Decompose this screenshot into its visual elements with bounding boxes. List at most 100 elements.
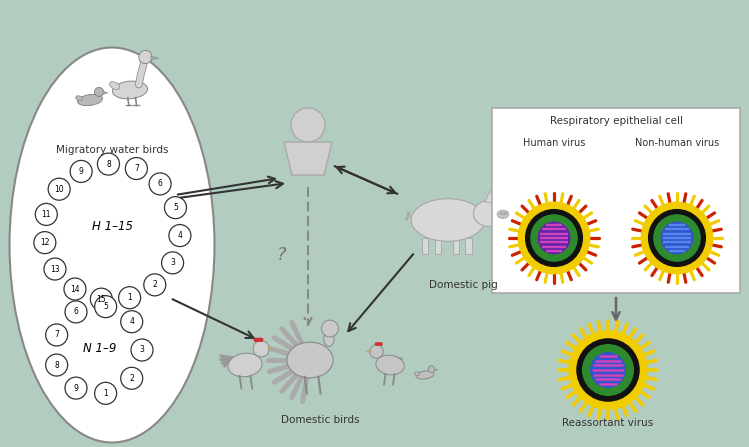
Text: Reassortant virus: Reassortant virus bbox=[562, 418, 654, 428]
Text: 4: 4 bbox=[130, 317, 134, 326]
Circle shape bbox=[569, 331, 647, 409]
Polygon shape bbox=[151, 56, 159, 60]
Circle shape bbox=[65, 377, 87, 399]
Polygon shape bbox=[434, 368, 438, 371]
Ellipse shape bbox=[497, 210, 509, 219]
Text: 2: 2 bbox=[130, 374, 134, 383]
Circle shape bbox=[256, 337, 261, 342]
Text: 10: 10 bbox=[55, 185, 64, 194]
Circle shape bbox=[64, 278, 86, 300]
Ellipse shape bbox=[109, 82, 120, 89]
Circle shape bbox=[125, 157, 148, 180]
Text: 13: 13 bbox=[50, 265, 60, 274]
Ellipse shape bbox=[324, 332, 334, 346]
Text: 15: 15 bbox=[97, 295, 106, 304]
Ellipse shape bbox=[287, 342, 333, 378]
Text: 9: 9 bbox=[79, 167, 84, 176]
Circle shape bbox=[370, 345, 383, 358]
Circle shape bbox=[641, 202, 713, 274]
Circle shape bbox=[118, 287, 141, 309]
Text: 5: 5 bbox=[103, 302, 108, 311]
Circle shape bbox=[121, 367, 143, 389]
Bar bbox=[465, 238, 472, 254]
Text: Respiratory epithelial cell: Respiratory epithelial cell bbox=[550, 116, 682, 126]
Polygon shape bbox=[267, 347, 275, 350]
Text: 6: 6 bbox=[73, 308, 79, 316]
Text: 14: 14 bbox=[70, 285, 80, 294]
Ellipse shape bbox=[416, 371, 434, 379]
Circle shape bbox=[321, 320, 339, 337]
Circle shape bbox=[94, 382, 117, 405]
Circle shape bbox=[428, 366, 434, 372]
Text: 11: 11 bbox=[41, 210, 51, 219]
Circle shape bbox=[48, 178, 70, 200]
Text: 8: 8 bbox=[54, 361, 59, 370]
Circle shape bbox=[46, 324, 67, 346]
Circle shape bbox=[254, 337, 258, 342]
Ellipse shape bbox=[112, 81, 148, 99]
Text: 1: 1 bbox=[127, 293, 132, 302]
Circle shape bbox=[94, 88, 103, 97]
Ellipse shape bbox=[376, 355, 404, 375]
Circle shape bbox=[253, 341, 270, 357]
Circle shape bbox=[591, 353, 625, 387]
Circle shape bbox=[94, 295, 117, 318]
Text: Domestic birds: Domestic birds bbox=[281, 415, 360, 425]
Text: Migratory water birds: Migratory water birds bbox=[55, 145, 169, 155]
Circle shape bbox=[70, 160, 92, 182]
Bar bbox=[422, 238, 428, 254]
FancyBboxPatch shape bbox=[492, 108, 740, 293]
Circle shape bbox=[577, 339, 639, 401]
Circle shape bbox=[654, 215, 700, 261]
Text: 9: 9 bbox=[73, 384, 79, 392]
Ellipse shape bbox=[76, 96, 82, 101]
Circle shape bbox=[539, 222, 570, 254]
Circle shape bbox=[374, 342, 378, 346]
Ellipse shape bbox=[415, 372, 419, 375]
Circle shape bbox=[144, 274, 166, 296]
Ellipse shape bbox=[10, 47, 214, 443]
Text: 8: 8 bbox=[106, 160, 111, 169]
Text: 12: 12 bbox=[40, 238, 49, 247]
Text: N 1–9: N 1–9 bbox=[83, 342, 117, 354]
Circle shape bbox=[583, 345, 634, 395]
Polygon shape bbox=[103, 91, 108, 95]
Text: 6: 6 bbox=[157, 179, 163, 189]
Circle shape bbox=[65, 301, 87, 323]
Circle shape bbox=[379, 342, 383, 346]
Text: H 1–15: H 1–15 bbox=[91, 220, 133, 233]
Circle shape bbox=[131, 339, 153, 361]
Ellipse shape bbox=[473, 200, 505, 227]
Polygon shape bbox=[284, 142, 332, 175]
Circle shape bbox=[165, 197, 187, 219]
Circle shape bbox=[661, 222, 693, 254]
Circle shape bbox=[377, 342, 380, 346]
Text: 1: 1 bbox=[103, 389, 108, 398]
Text: ?: ? bbox=[277, 246, 287, 264]
Polygon shape bbox=[366, 350, 372, 353]
Ellipse shape bbox=[77, 94, 103, 105]
Circle shape bbox=[139, 51, 152, 63]
Circle shape bbox=[531, 215, 577, 261]
Bar bbox=[435, 238, 441, 254]
Circle shape bbox=[34, 232, 56, 253]
Text: Human virus: Human virus bbox=[523, 138, 585, 148]
Text: Non-human virus: Non-human virus bbox=[635, 138, 719, 148]
Polygon shape bbox=[485, 190, 496, 203]
Circle shape bbox=[162, 252, 184, 274]
Ellipse shape bbox=[411, 198, 485, 241]
Circle shape bbox=[169, 224, 191, 247]
Text: 5: 5 bbox=[173, 203, 178, 212]
Text: 2: 2 bbox=[152, 280, 157, 289]
Circle shape bbox=[649, 210, 706, 266]
Text: 4: 4 bbox=[178, 231, 182, 240]
Text: 7: 7 bbox=[54, 330, 59, 339]
Circle shape bbox=[291, 108, 325, 142]
Circle shape bbox=[149, 173, 171, 195]
Text: 7: 7 bbox=[134, 164, 139, 173]
Circle shape bbox=[35, 203, 58, 225]
Circle shape bbox=[121, 311, 143, 333]
Circle shape bbox=[44, 258, 66, 280]
Text: 3: 3 bbox=[139, 346, 145, 354]
Text: 3: 3 bbox=[170, 258, 175, 267]
